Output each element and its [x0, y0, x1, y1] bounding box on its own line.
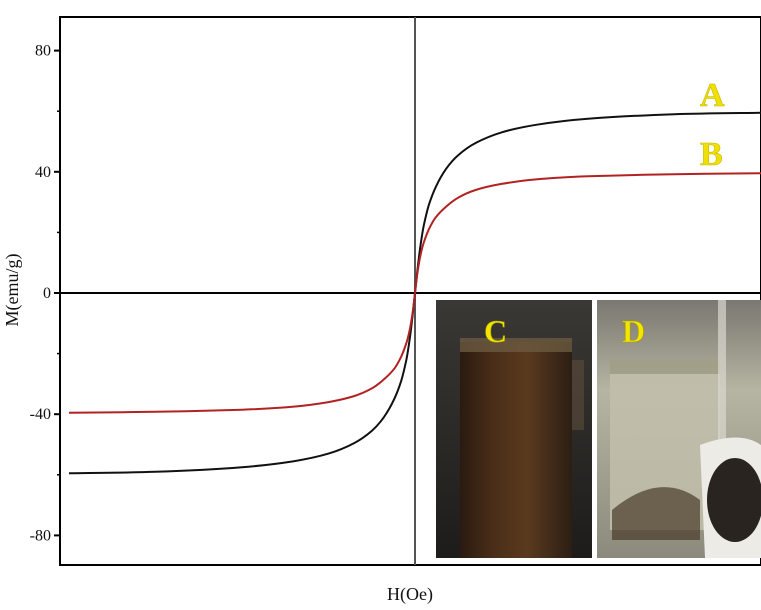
y-tick-label: -40	[30, 406, 51, 423]
series-label-a: A	[700, 77, 725, 114]
series-label-b: B	[700, 136, 723, 173]
inset-label-c: C	[484, 313, 507, 349]
y-tick-label: 0	[43, 285, 51, 302]
series-line-b	[68, 172, 761, 414]
y-axis-title: M(emu/g)	[2, 254, 23, 327]
y-tick-label: -80	[30, 527, 51, 544]
plot-frame	[59, 16, 761, 566]
series-layer	[68, 111, 761, 475]
inset-photo-d: D	[597, 300, 761, 558]
inset-label-d: D	[622, 313, 645, 349]
inset-photo-c: C	[436, 300, 592, 558]
y-tick-label: 80	[35, 43, 51, 60]
x-axis-title: H(Oe)	[387, 584, 433, 605]
y-tick-label: 40	[35, 164, 51, 181]
y-axis: 80 40 0 -40 -80	[30, 43, 60, 544]
